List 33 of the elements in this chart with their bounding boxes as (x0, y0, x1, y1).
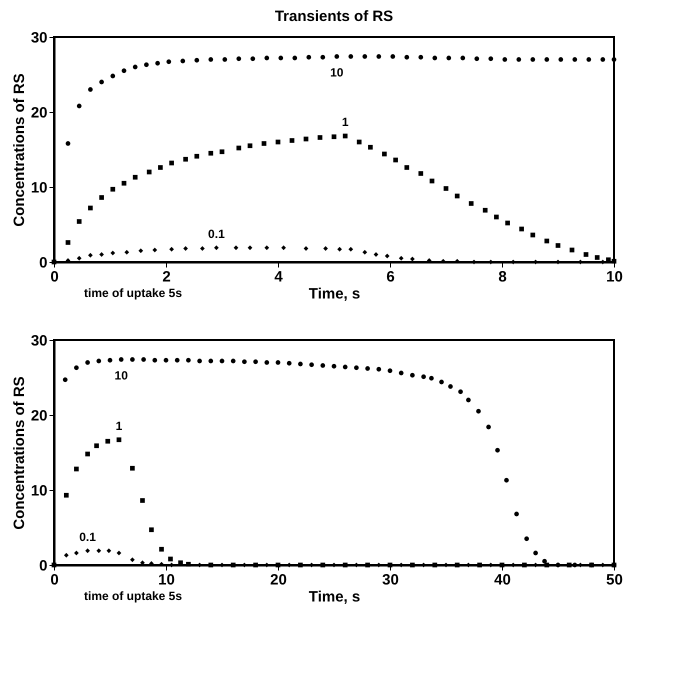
x-tick-label: 50 (606, 572, 623, 588)
y-tick-label: 20 (30, 104, 48, 122)
x-tick-label: 0 (50, 268, 59, 286)
x-tick-label: 10 (158, 572, 175, 588)
text: time of uptake 5s (84, 589, 182, 603)
series-label: 10 (330, 66, 344, 80)
series-label: 10 (114, 368, 128, 382)
x-tick-label: 6 (386, 268, 395, 286)
y-tick-label: 30 (30, 332, 48, 350)
y-tick-label: 0 (39, 558, 48, 574)
series-label: 1 (116, 418, 123, 433)
series-label: 0.1 (208, 226, 226, 241)
y-tick-label: 10 (30, 482, 48, 500)
x-tick-label: 8 (498, 268, 507, 286)
y-axis-title: Concentrations of RS (10, 376, 28, 530)
x-axis-title: Time, s (308, 286, 360, 302)
x-tick-label: 20 (270, 572, 287, 588)
x-tick-label: 2 (162, 268, 171, 286)
chart-title: Transients of RS (274, 8, 394, 25)
x-tick-label: 30 (382, 572, 399, 588)
x-axis-title: Time, s (308, 588, 360, 606)
y-axis-title: Concentrations of RS (10, 73, 28, 227)
text: time of uptake 5s (84, 286, 182, 300)
y-tick-label: 10 (30, 180, 48, 196)
y-tick-label: 0 (39, 254, 48, 272)
x-tick-label: 10 (606, 268, 623, 286)
y-tick-label: 20 (30, 408, 48, 424)
x-tick-label: 4 (274, 268, 284, 286)
x-tick-label: 40 (494, 572, 511, 588)
series-label: 0.1 (79, 530, 96, 544)
x-tick-label: 0 (50, 572, 59, 588)
y-tick-label: 30 (30, 30, 48, 46)
series-label: 1 (342, 115, 349, 129)
